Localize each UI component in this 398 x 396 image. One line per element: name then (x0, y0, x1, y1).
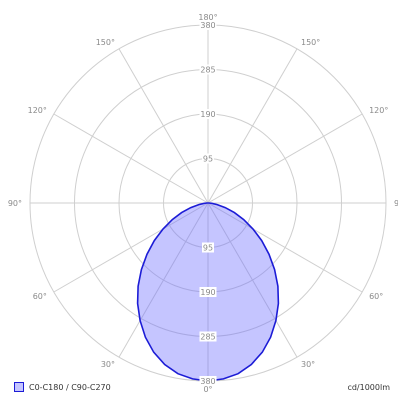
angle-label-120: 120° (369, 106, 388, 115)
angle-label-90: 90° (394, 199, 398, 208)
ring-label-95-top: 95 (203, 155, 213, 164)
ring-label-bg (199, 64, 217, 75)
ring-label-380-top: 380 (200, 21, 215, 30)
legend-swatch (14, 382, 24, 392)
ring-label-bg (202, 242, 214, 253)
angle-label-150: 150° (301, 38, 320, 47)
ring-label-bg (199, 331, 217, 342)
ring-label-bg (202, 153, 214, 164)
ring-label-bg (199, 109, 217, 119)
unit-label: cd/1000lm (347, 383, 390, 392)
grid-spoke-300 (53, 202, 209, 293)
ring-label-190-top: 190 (200, 110, 215, 119)
grid-spoke-240 (53, 113, 209, 204)
grid-spoke-330 (118, 202, 209, 358)
ring-label-bg (199, 287, 217, 297)
angle-label-300: 60° (33, 292, 47, 301)
ring-label-bg (199, 376, 217, 386)
legend-label: C0-C180 / C90-C270 (29, 382, 111, 392)
grid-spoke-120 (207, 113, 363, 204)
angle-label-270: 90° (8, 199, 22, 208)
grid-spoke-60 (207, 202, 363, 293)
angle-label-330: 30° (101, 360, 115, 369)
ring-label-380-bottom: 380 (200, 377, 215, 386)
ring-label-285-top: 285 (200, 66, 215, 75)
grid-spoke-210 (118, 48, 209, 204)
angle-label-180: 180° (198, 13, 217, 22)
angle-label-60: 60° (369, 292, 383, 301)
angle-label-30: 30° (301, 360, 315, 369)
legend: C0-C180 / C90-C270 (14, 382, 111, 392)
grid-spoke-150 (207, 48, 298, 204)
angle-label-240: 120° (28, 106, 47, 115)
ring-label-285-bottom: 285 (200, 333, 215, 342)
ring-label-95-bottom: 95 (203, 244, 213, 253)
ring-label-bg (199, 20, 217, 30)
label-layer: 0° 30° 60° 90° 120° 150° 180° 150° 120° 90° 60° 30°… (8, 13, 398, 394)
angle-label-0: 0° (203, 385, 212, 394)
grid-spoke-30 (207, 202, 298, 358)
angle-label-210: 150° (96, 38, 115, 47)
ring-label-190-bottom: 190 (200, 288, 215, 297)
